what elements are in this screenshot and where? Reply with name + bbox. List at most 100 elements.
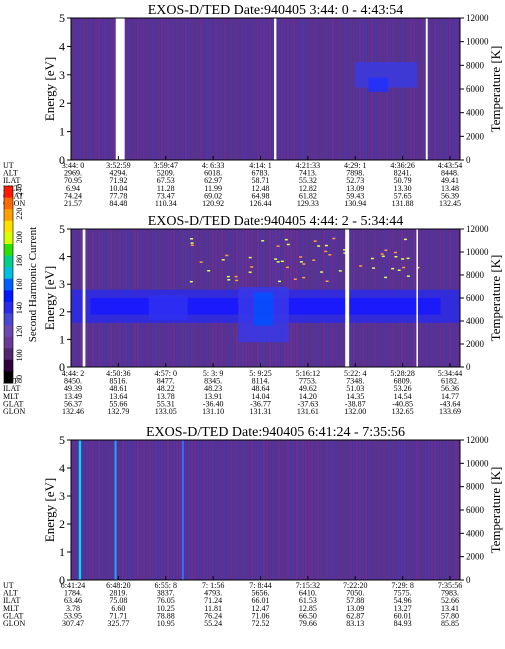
heatmap-speckle bbox=[302, 263, 306, 265]
y-axis-label: Energy [eV] bbox=[42, 57, 57, 121]
y-tick-label: 4 bbox=[59, 250, 65, 264]
table-cell: 57.80 bbox=[441, 611, 459, 620]
table-cell: 60.01 bbox=[394, 611, 412, 620]
table-cell: 13.41 bbox=[441, 604, 459, 613]
table-cell: 71.06 bbox=[252, 611, 270, 620]
y-tick-label: 0 bbox=[59, 573, 65, 587]
heatmap-streak bbox=[293, 18, 295, 160]
heatmap-streak bbox=[149, 18, 151, 160]
table-cell: 71.71 bbox=[109, 611, 127, 620]
table-cell: 10.25 bbox=[157, 604, 175, 613]
y2-tick-label: 2000 bbox=[466, 131, 485, 141]
heatmap-streak bbox=[428, 440, 430, 580]
y-tick-label: 2 bbox=[59, 517, 65, 531]
heatmap-streak bbox=[125, 18, 127, 160]
table-cell: 8114. bbox=[252, 377, 270, 386]
heatmap-streak bbox=[98, 18, 100, 160]
heatmap-streak bbox=[197, 440, 199, 580]
heatmap-streak bbox=[260, 440, 262, 580]
panel-1: EXOS-D/TED Date:940405 3:44: 0 - 4:43:54… bbox=[3, 3, 503, 208]
heatmap-streak bbox=[119, 440, 121, 580]
heatmap-streak bbox=[137, 440, 139, 580]
table-cell: 307.47 bbox=[62, 619, 84, 628]
heatmap-speckle bbox=[207, 269, 211, 272]
panel-3: EXOS-D/TED Date:940405 6:41:24 - 7:35:56… bbox=[3, 425, 503, 628]
heatmap-streak bbox=[458, 18, 460, 160]
data-gap bbox=[115, 18, 125, 160]
colorbar-segment bbox=[4, 209, 13, 222]
heatmap-speckle bbox=[359, 265, 363, 267]
y-tick-label: 1 bbox=[59, 332, 65, 346]
heatmap-streak bbox=[197, 18, 199, 160]
table-cell: 5: 9:25 bbox=[249, 369, 271, 378]
heatmap-streak bbox=[230, 440, 232, 580]
heatmap-streak bbox=[113, 440, 115, 580]
heatmap-streak bbox=[308, 440, 310, 580]
table-cell: 7898. bbox=[346, 169, 364, 178]
heatmap-speckle bbox=[225, 254, 229, 257]
table-cell: 4: 6:33 bbox=[202, 161, 224, 170]
table-cell: 2969. bbox=[64, 169, 82, 178]
heatmap-speckle bbox=[221, 259, 225, 261]
table-cell: 11.81 bbox=[204, 604, 222, 613]
heatmap-streak bbox=[176, 18, 178, 160]
heatmap-streak bbox=[266, 440, 268, 580]
heatmap-streak bbox=[374, 440, 376, 580]
heatmap-patch bbox=[368, 77, 389, 92]
y2-tick-label: 6000 bbox=[466, 84, 485, 94]
table-cell: -36.77 bbox=[250, 399, 271, 408]
heatmap-streak bbox=[200, 440, 202, 580]
heatmap-streak bbox=[407, 440, 409, 580]
heatmap-streak bbox=[95, 440, 97, 580]
colorbar-segment bbox=[4, 301, 13, 314]
heatmap-streak bbox=[314, 18, 316, 160]
table-cell: 12.47 bbox=[252, 604, 270, 613]
heatmap-speckle bbox=[274, 258, 278, 260]
heatmap-streak bbox=[449, 440, 451, 580]
table-cell: 7:22:20 bbox=[343, 581, 367, 590]
heatmap-streak bbox=[176, 440, 178, 580]
heatmap-streak bbox=[323, 18, 325, 160]
heatmap-streak bbox=[137, 18, 139, 160]
table-cell: 4:29: 1 bbox=[344, 161, 366, 170]
y-tick-label: 5 bbox=[59, 433, 65, 447]
table-row-label: GLAT bbox=[3, 399, 24, 408]
heatmap-streak bbox=[245, 440, 247, 580]
heatmap-streak bbox=[140, 18, 142, 160]
heatmap-streak bbox=[452, 18, 454, 160]
heatmap-streak bbox=[191, 440, 193, 580]
table-cell: 52.73 bbox=[346, 176, 364, 185]
table-cell: 21.57 bbox=[64, 199, 82, 208]
heatmap-streak bbox=[317, 18, 319, 160]
heatmap-streak bbox=[206, 18, 208, 160]
heatmap-streak bbox=[107, 18, 109, 160]
heatmap-streak bbox=[341, 440, 343, 580]
heatmap-streak bbox=[347, 18, 349, 160]
table-cell: 63.46 bbox=[64, 596, 82, 605]
table-cell: 13.91 bbox=[204, 392, 222, 401]
table-cell: 55.32 bbox=[299, 176, 317, 185]
heatmap-streak bbox=[251, 440, 253, 580]
table-cell: 132.45 bbox=[439, 199, 461, 208]
colorbar-tick-label: 200 bbox=[15, 231, 24, 243]
y2-tick-label: 8000 bbox=[466, 270, 485, 280]
heatmap-speckle bbox=[280, 260, 284, 263]
table-row-label: MLT bbox=[3, 604, 19, 613]
y2-axis-label: Temperature [K] bbox=[488, 467, 503, 554]
y2-tick-label: 8000 bbox=[466, 60, 485, 70]
table-row-label: GLAT bbox=[3, 611, 24, 620]
panel-title: EXOS-D/TED Date:940405 4:44: 2 - 5:34:44 bbox=[148, 214, 403, 229]
heatmap-streak bbox=[398, 440, 400, 580]
heatmap-streak bbox=[191, 18, 193, 160]
table-cell: 57.65 bbox=[394, 191, 412, 200]
table-cell: 5:34:44 bbox=[438, 369, 462, 378]
heatmap-streak bbox=[362, 18, 364, 160]
y-tick-label: 1 bbox=[59, 545, 65, 559]
heatmap-stripe bbox=[181, 440, 184, 580]
heatmap-streak bbox=[353, 440, 355, 580]
heatmap-streak bbox=[395, 18, 397, 160]
heatmap-streak bbox=[419, 440, 421, 580]
heatmap-speckle bbox=[250, 266, 254, 268]
heatmap-streak bbox=[326, 18, 328, 160]
y-tick-label: 3 bbox=[59, 68, 65, 82]
